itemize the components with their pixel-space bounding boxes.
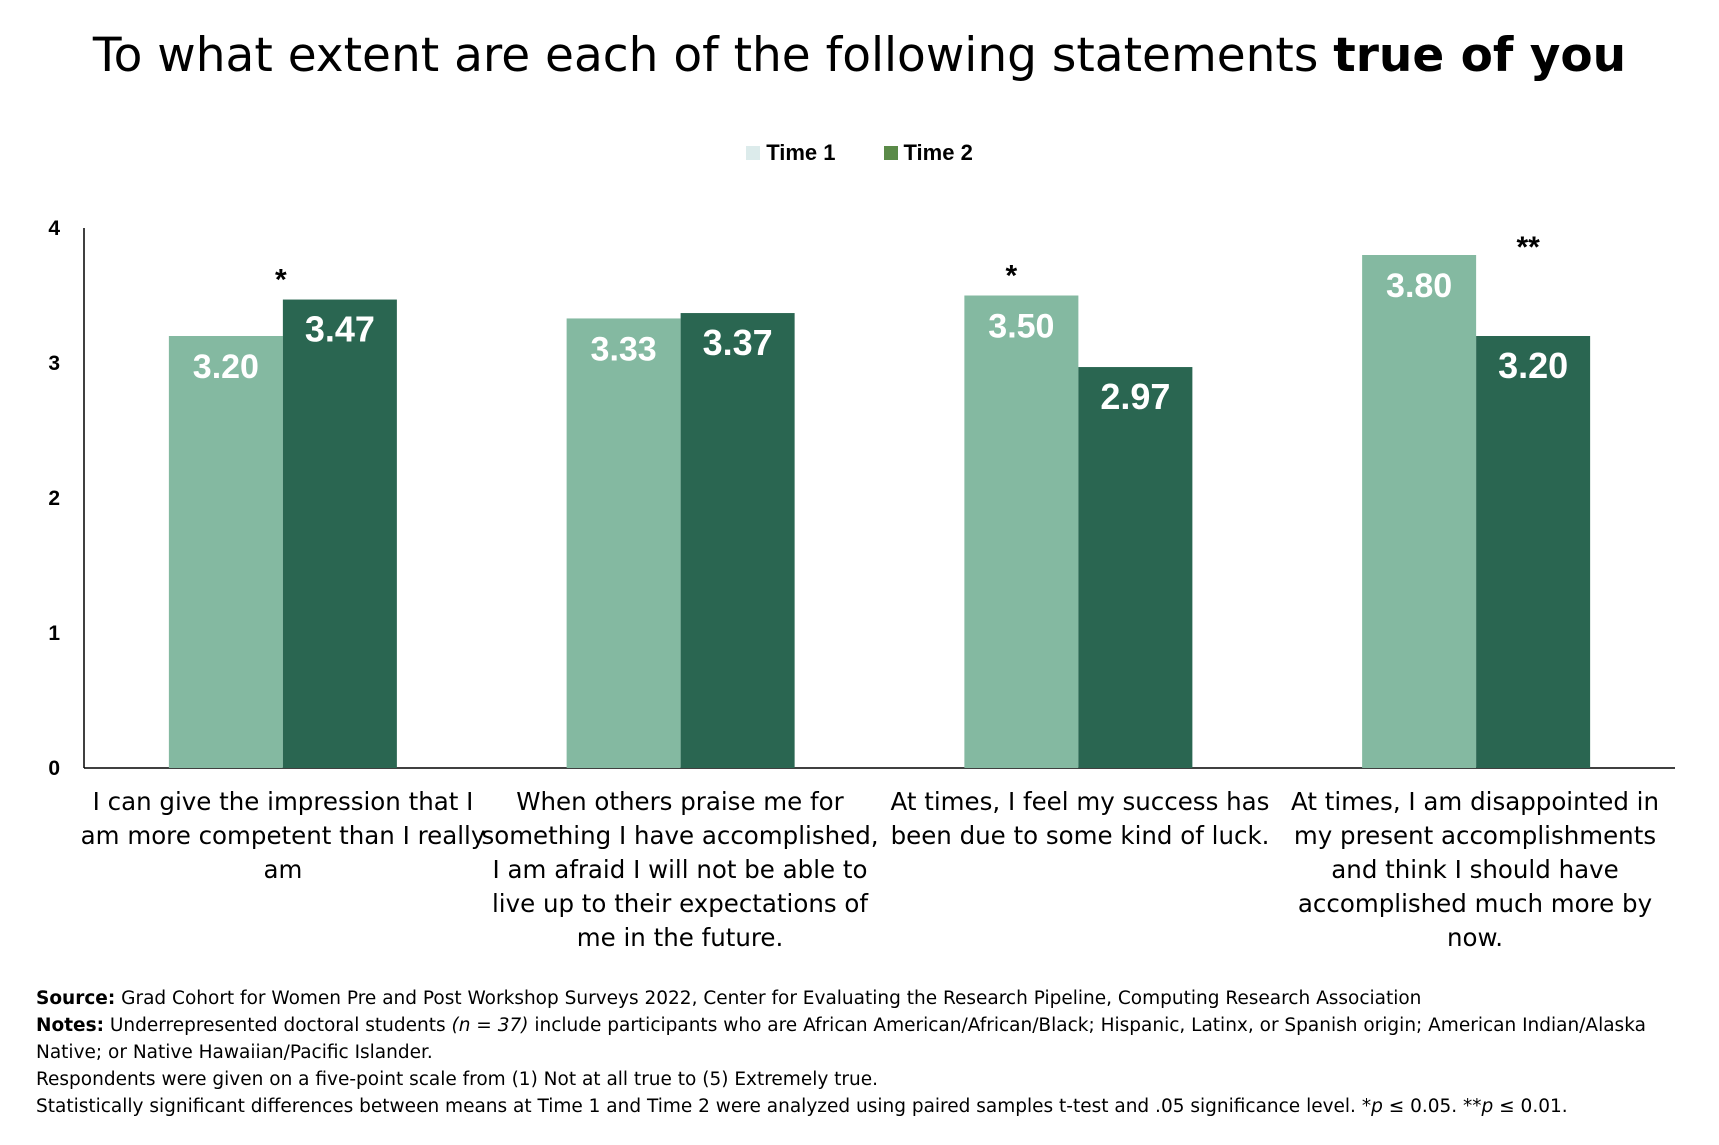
sig-note-2: ≤ 0.05. ** bbox=[1382, 1096, 1482, 1117]
significance-marker-cat-3: * bbox=[1006, 260, 1018, 293]
source-text: Grad Cohort for Women Pre and Post Works… bbox=[115, 988, 1422, 1009]
category-label-4: At times, I am disappointed in my presen… bbox=[1290, 787, 1659, 952]
y-tick-label-3: 3 bbox=[48, 352, 60, 375]
source-label: Source: bbox=[36, 988, 116, 1009]
y-tick-label-4: 4 bbox=[48, 217, 60, 240]
bar-1-cat-3 bbox=[964, 295, 1079, 768]
legend-label-time-2: Time 2 bbox=[903, 140, 973, 165]
category-label-1: I can give the impression that I am more… bbox=[80, 787, 486, 884]
bar-1-cat-1 bbox=[168, 336, 283, 768]
sig-note-1: Statistically significant differences be… bbox=[36, 1096, 1372, 1117]
data-label-1-cat-1: 3.20 bbox=[193, 348, 259, 386]
data-label-2-cat-4: 3.20 bbox=[1498, 345, 1568, 386]
bar-2-cat-3 bbox=[1078, 367, 1193, 768]
legend-swatch-time-2 bbox=[883, 146, 898, 160]
data-label-2-cat-1: 3.47 bbox=[305, 309, 375, 350]
data-label-1-cat-4: 3.80 bbox=[1386, 267, 1452, 305]
legend-label-time-1: Time 1 bbox=[766, 140, 836, 165]
chart-title-prefix: To what extent are each of the following… bbox=[92, 28, 1334, 83]
legend: Time 1 Time 2 bbox=[0, 140, 1719, 166]
significance-marker-cat-1: * bbox=[275, 264, 287, 297]
legend-swatch-time-1 bbox=[746, 146, 761, 160]
notes-n: (n = 37) bbox=[451, 1015, 529, 1036]
bar-2-cat-4 bbox=[1476, 336, 1591, 768]
bar-2-cat-2 bbox=[680, 313, 795, 768]
significance-marker-cat-4: ** bbox=[1516, 231, 1540, 264]
notes-note: Notes: Underrepresented doctoral student… bbox=[36, 1012, 1686, 1066]
notes-text-1: Underrepresented doctoral students bbox=[104, 1015, 452, 1036]
data-label-1-cat-3: 3.50 bbox=[988, 308, 1054, 346]
sig-note-3: ≤ 0.01. bbox=[1493, 1096, 1568, 1117]
y-tick-label-1: 1 bbox=[48, 622, 60, 645]
legend-item-time-2: Time 2 bbox=[883, 140, 973, 166]
bar-1-cat-2 bbox=[566, 318, 681, 768]
sig-p2: p bbox=[1481, 1096, 1494, 1117]
scale-note: Respondents were given on a five-point s… bbox=[36, 1069, 879, 1090]
bar-2-cat-1 bbox=[282, 299, 397, 768]
chart-title-bold: true of you bbox=[1333, 28, 1627, 83]
data-label-2-cat-2: 3.37 bbox=[703, 322, 773, 363]
source-note: Source: Grad Cohort for Women Pre and Po… bbox=[36, 985, 1686, 1012]
footnotes: Source: Grad Cohort for Women Pre and Po… bbox=[36, 985, 1686, 1120]
y-tick-label-0: 0 bbox=[48, 757, 60, 780]
data-label-1-cat-2: 3.33 bbox=[591, 330, 657, 368]
sig-p1: p bbox=[1371, 1096, 1383, 1117]
category-label-2: When others praise me for something I ha… bbox=[481, 787, 879, 952]
legend-item-time-1: Time 1 bbox=[746, 140, 836, 166]
notes-text-2: include participants who are African Ame… bbox=[36, 1015, 1646, 1063]
category-label-3: At times, I feel my success has been due… bbox=[890, 787, 1270, 850]
data-label-2-cat-3: 2.97 bbox=[1100, 376, 1170, 417]
significance-note: Statistically significant differences be… bbox=[36, 1093, 1686, 1120]
chart-title: To what extent are each of the following… bbox=[0, 28, 1719, 83]
notes-label: Notes: bbox=[36, 1015, 104, 1036]
y-tick-label-2: 2 bbox=[48, 487, 60, 510]
bar-1-cat-4 bbox=[1362, 255, 1477, 768]
